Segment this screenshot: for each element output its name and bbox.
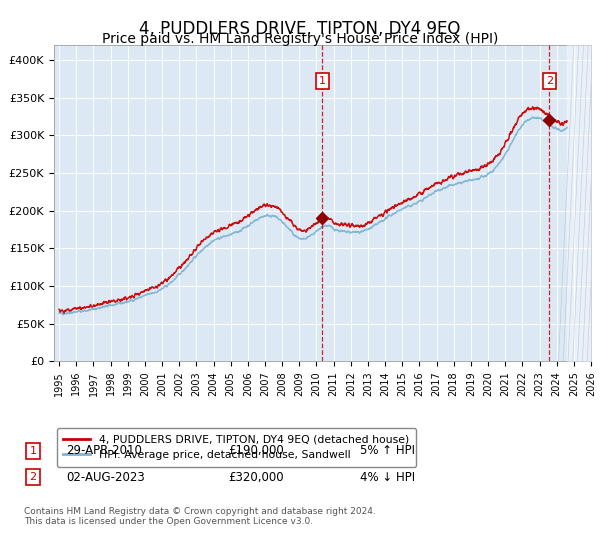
Text: 2: 2: [546, 76, 553, 86]
Text: 4, PUDDLERS DRIVE, TIPTON, DY4 9EQ: 4, PUDDLERS DRIVE, TIPTON, DY4 9EQ: [139, 20, 461, 38]
Text: 4% ↓ HPI: 4% ↓ HPI: [360, 470, 415, 484]
Text: 5% ↑ HPI: 5% ↑ HPI: [360, 444, 415, 458]
Text: Price paid vs. HM Land Registry's House Price Index (HPI): Price paid vs. HM Land Registry's House …: [102, 32, 498, 46]
Legend: 4, PUDDLERS DRIVE, TIPTON, DY4 9EQ (detached house), HPI: Average price, detache: 4, PUDDLERS DRIVE, TIPTON, DY4 9EQ (deta…: [57, 428, 416, 466]
Text: 02-AUG-2023: 02-AUG-2023: [66, 470, 145, 484]
Text: £320,000: £320,000: [228, 470, 284, 484]
Text: £190,000: £190,000: [228, 444, 284, 458]
Text: 2: 2: [29, 472, 37, 482]
Text: 1: 1: [29, 446, 37, 456]
Text: 29-APR-2010: 29-APR-2010: [66, 444, 142, 458]
Text: 1: 1: [319, 76, 326, 86]
Text: Contains HM Land Registry data © Crown copyright and database right 2024.
This d: Contains HM Land Registry data © Crown c…: [24, 507, 376, 526]
